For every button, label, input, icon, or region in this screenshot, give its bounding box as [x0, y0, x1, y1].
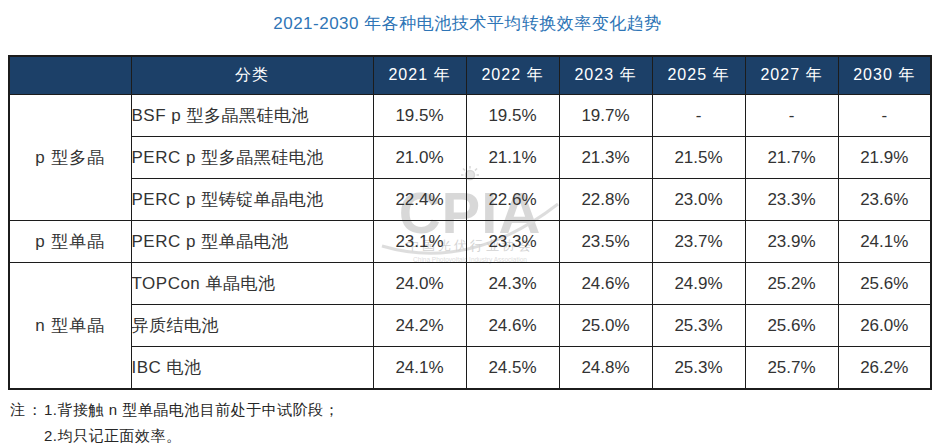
notes-label: 注：	[10, 397, 44, 448]
table-row-topcon: n 型单晶 TOPCon 单晶电池 24.0% 24.3% 24.6% 24.9…	[9, 263, 931, 305]
cell-value: 24.6%	[466, 305, 559, 347]
cell-value: 21.0%	[373, 137, 466, 179]
row-label: PERC p 型铸锭单晶电池	[131, 179, 373, 221]
table-row-ibc: IBC 电池 24.1% 24.5% 24.8% 25.3% 25.7% 26.…	[9, 347, 931, 390]
cell-value: 24.1%	[373, 347, 466, 390]
note-line-1: 1.背接触 n 型单晶电池目前处于中试阶段；	[44, 397, 339, 423]
group-label-p-mono: p 型单晶	[9, 221, 131, 263]
cell-value: 24.2%	[373, 305, 466, 347]
cell-value: 24.9%	[652, 263, 745, 305]
cell-value: -	[652, 95, 745, 137]
cell-value: 19.7%	[559, 95, 652, 137]
cell-value: 22.6%	[466, 179, 559, 221]
cell-value: 24.5%	[466, 347, 559, 390]
cell-value: 26.0%	[838, 305, 931, 347]
cell-value: 23.3%	[466, 221, 559, 263]
cell-value: 25.2%	[745, 263, 838, 305]
cell-value: 24.8%	[559, 347, 652, 390]
cell-value: 23.7%	[652, 221, 745, 263]
cell-value: 21.1%	[466, 137, 559, 179]
header-category: 分类	[131, 56, 373, 95]
cell-value: 22.8%	[559, 179, 652, 221]
cell-value: 23.9%	[745, 221, 838, 263]
cell-value: 24.3%	[466, 263, 559, 305]
table-row-hjt: 异质结电池 24.2% 24.6% 25.0% 25.3% 25.6% 26.0…	[9, 305, 931, 347]
header-year-2023: 2023 年	[559, 56, 652, 95]
page-title: 2021-2030 年各种电池技术平均转换效率变化趋势	[0, 12, 935, 35]
cell-value: 19.5%	[373, 95, 466, 137]
cell-value: 21.7%	[745, 137, 838, 179]
cell-value: 23.6%	[838, 179, 931, 221]
notes: 注： 1.背接触 n 型单晶电池目前处于中试阶段； 2.均只记正面效率。	[10, 397, 339, 448]
header-year-2021: 2021 年	[373, 56, 466, 95]
cell-value: 21.3%	[559, 137, 652, 179]
cell-value: 19.5%	[466, 95, 559, 137]
cell-value: 23.0%	[652, 179, 745, 221]
row-label: IBC 电池	[131, 347, 373, 390]
cell-value: 21.9%	[838, 137, 931, 179]
cell-value: 23.3%	[745, 179, 838, 221]
header-year-2030: 2030 年	[838, 56, 931, 95]
group-label-p-multi: p 型多晶	[9, 95, 131, 221]
group-label-n-mono: n 型单晶	[9, 263, 131, 390]
cell-value: 25.6%	[745, 305, 838, 347]
header-row: 分类 2021 年 2022 年 2023 年 2025 年 2027 年 20…	[9, 56, 931, 95]
cell-value: 21.5%	[652, 137, 745, 179]
cell-value: 23.5%	[559, 221, 652, 263]
table-row-perc-cast-mono: PERC p 型铸锭单晶电池 22.4% 22.6% 22.8% 23.0% 2…	[9, 179, 931, 221]
cell-value: -	[745, 95, 838, 137]
row-label: TOPCon 单晶电池	[131, 263, 373, 305]
page: 2021-2030 年各种电池技术平均转换效率变化趋势 CPIA 中国光伏行业协…	[0, 0, 935, 448]
cell-value: 26.2%	[838, 347, 931, 390]
table-row-perc-multi: PERC p 型多晶黑硅电池 21.0% 21.1% 21.3% 21.5% 2…	[9, 137, 931, 179]
cell-value: 22.4%	[373, 179, 466, 221]
row-label: PERC p 型多晶黑硅电池	[131, 137, 373, 179]
cell-value: 23.1%	[373, 221, 466, 263]
note-line-2: 2.均只记正面效率。	[44, 423, 339, 448]
cell-value: 24.0%	[373, 263, 466, 305]
cell-value: -	[838, 95, 931, 137]
cell-value: 24.6%	[559, 263, 652, 305]
header-year-2027: 2027 年	[745, 56, 838, 95]
table-row-bsf: p 型多晶 BSF p 型多晶黑硅电池 19.5% 19.5% 19.7% - …	[9, 95, 931, 137]
table-row-perc-mono: p 型单晶 PERC p 型单晶电池 23.1% 23.3% 23.5% 23.…	[9, 221, 931, 263]
cell-value: 25.3%	[652, 347, 745, 390]
header-corner-cell	[9, 56, 131, 95]
cell-value: 24.1%	[838, 221, 931, 263]
notes-items: 1.背接触 n 型单晶电池目前处于中试阶段； 2.均只记正面效率。	[44, 397, 339, 448]
efficiency-table: 分类 2021 年 2022 年 2023 年 2025 年 2027 年 20…	[8, 55, 932, 390]
cell-value: 25.7%	[745, 347, 838, 390]
row-label: 异质结电池	[131, 305, 373, 347]
row-label: BSF p 型多晶黑硅电池	[131, 95, 373, 137]
header-year-2025: 2025 年	[652, 56, 745, 95]
header-year-2022: 2022 年	[466, 56, 559, 95]
cell-value: 25.3%	[652, 305, 745, 347]
cell-value: 25.6%	[838, 263, 931, 305]
cell-value: 25.0%	[559, 305, 652, 347]
row-label: PERC p 型单晶电池	[131, 221, 373, 263]
